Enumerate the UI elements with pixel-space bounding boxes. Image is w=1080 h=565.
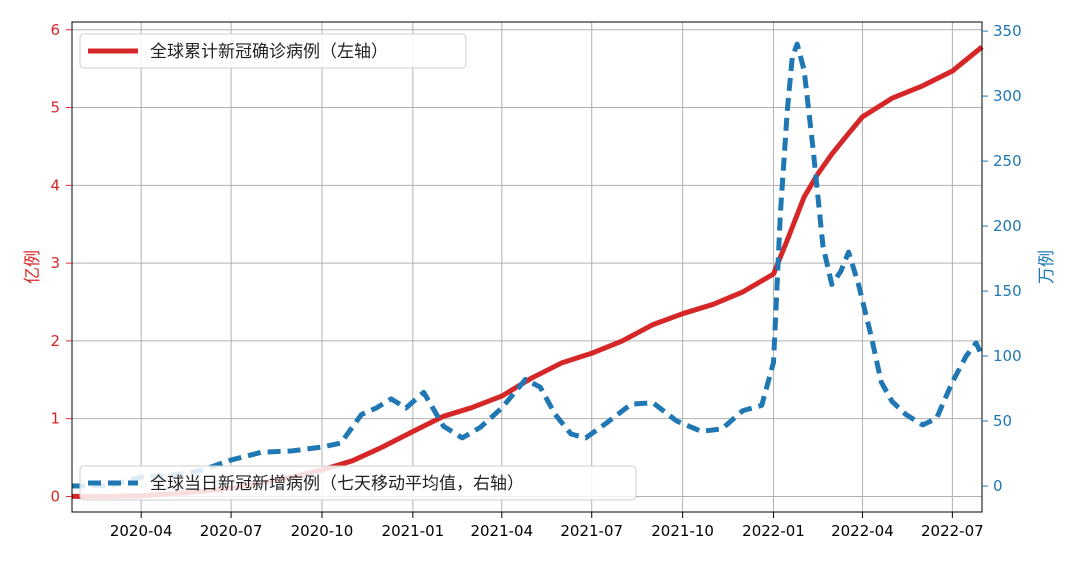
series-layer: [71, 41, 985, 499]
y-left-tick-label: 3: [50, 254, 60, 272]
legend-top: 全球累计新冠确诊病例（左轴）: [79, 33, 467, 69]
y-left-tick-label: 6: [50, 21, 60, 39]
y-right-tick-label: 350: [993, 22, 1022, 40]
grid-lines: [72, 22, 982, 512]
x-tick-label: 2021-01: [382, 522, 445, 540]
y-right-tick-label: 250: [993, 152, 1022, 170]
y-left-tick-label: 1: [50, 410, 60, 428]
x-tick-label: 2021-04: [470, 522, 533, 540]
y-axis-left-label: 亿例: [23, 250, 43, 284]
x-tick-label: 2020-10: [291, 522, 354, 540]
y-right-tick-label: 100: [993, 347, 1022, 365]
legend-top-box: [79, 33, 467, 69]
y-left-tick-label: 0: [50, 487, 60, 505]
y-right-tick-label: 50: [993, 412, 1012, 430]
legend-bottom-box: [79, 465, 637, 501]
series-line-daily: [71, 41, 985, 489]
x-tick-label: 2022-07: [921, 522, 984, 540]
y-right-tick-label: 150: [993, 282, 1022, 300]
y-right-tick-label: 0: [993, 477, 1003, 495]
axes-layer: 2020-04 2020-07 2020-10 2021-01 2021-04 2021-…: [50, 21, 1021, 540]
x-tick-label: 2022-01: [742, 522, 805, 540]
legend-label-daily: 全球当日新冠新增病例（七天移动平均值，右轴）: [150, 474, 524, 494]
legend-bottom: 全球当日新冠新增病例（七天移动平均值，右轴）: [79, 465, 637, 501]
y-axis-right-label: 万例: [1037, 250, 1057, 284]
x-tick-label: 2021-10: [651, 522, 714, 540]
y-right-tick-label: 300: [993, 87, 1022, 105]
plot-frame: [71, 21, 983, 513]
y-left-tick-label: 4: [50, 176, 60, 194]
x-tick-label: 2021-07: [560, 522, 623, 540]
legend-label-cumulative: 全球累计新冠确诊病例（左轴）: [150, 42, 388, 62]
x-tick-label: 2020-07: [200, 522, 263, 540]
x-tick-label: 2022-04: [831, 522, 894, 540]
series-line-cumulative: [72, 44, 984, 499]
y-left-tick-label: 2: [50, 332, 60, 350]
y-left-tick-label: 5: [50, 99, 60, 117]
y-right-tick-label: 200: [993, 217, 1022, 235]
x-tick-label: 2020-04: [110, 522, 173, 540]
